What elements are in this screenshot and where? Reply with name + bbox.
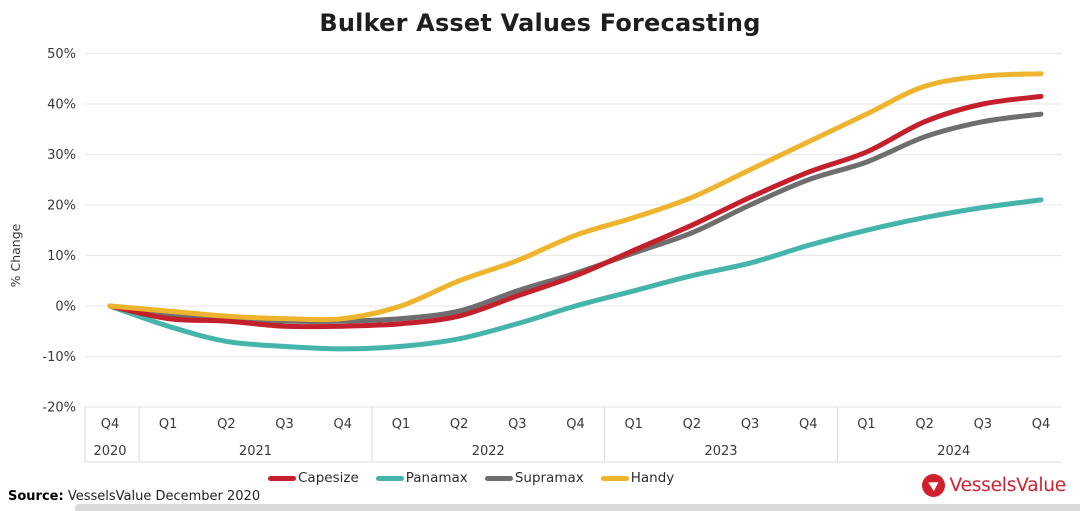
y-tick-label-40: 40% bbox=[47, 98, 76, 113]
x-quarter-label: Q4 bbox=[101, 417, 120, 432]
source-text: VesselsValue December 2020 bbox=[67, 489, 261, 504]
series-line-supramax bbox=[107, 111, 1044, 324]
legend-item-panamax: Panamax bbox=[375, 470, 468, 486]
legend-swatch-icon bbox=[484, 475, 513, 481]
legend-label: Supramax bbox=[514, 470, 584, 486]
legend-item-handy: Handy bbox=[600, 470, 675, 486]
x-quarter-label: Q2 bbox=[915, 417, 934, 432]
x-quarter-label: Q1 bbox=[857, 417, 876, 432]
x-quarter-label: Q2 bbox=[683, 417, 702, 432]
x-quarter-label: Q3 bbox=[508, 417, 527, 432]
y-tick-label--20: -20% bbox=[42, 401, 76, 416]
legend-swatch-icon bbox=[375, 475, 404, 481]
year-label-2023: 2023 bbox=[704, 444, 737, 459]
x-quarter-label: Q2 bbox=[450, 417, 469, 432]
vesselsvalue-logo-mark-icon bbox=[921, 474, 945, 497]
year-label-2021: 2021 bbox=[239, 444, 272, 459]
legend-swatch-icon bbox=[600, 475, 629, 481]
x-quarter-label: Q4 bbox=[334, 417, 353, 432]
x-quarter-label: Q4 bbox=[566, 417, 585, 432]
y-tick-label-20: 20% bbox=[47, 199, 76, 214]
x-quarter-label: Q4 bbox=[799, 417, 818, 432]
legend-label: Handy bbox=[630, 470, 675, 486]
series-line-handy bbox=[107, 71, 1044, 323]
x-quarter-label: Q3 bbox=[974, 417, 993, 432]
legend-item-supramax: Supramax bbox=[484, 470, 584, 486]
bottom-divider-bar bbox=[75, 504, 1080, 511]
y-axis-title: % Change bbox=[8, 223, 23, 287]
legend-swatch-icon bbox=[268, 475, 296, 481]
x-quarter-label: Q3 bbox=[275, 417, 294, 432]
y-tick-label--10: -10% bbox=[42, 350, 76, 365]
source-note: Source: VesselsValue December 2020 bbox=[8, 489, 260, 504]
x-quarter-label: Q2 bbox=[217, 417, 236, 432]
legend-label: Capesize bbox=[298, 470, 359, 486]
legend-label: Panamax bbox=[405, 470, 468, 486]
year-label-2024: 2024 bbox=[937, 444, 970, 459]
series-line-panamax bbox=[107, 197, 1044, 352]
legend-item-capesize: Capesize bbox=[268, 470, 359, 486]
x-quarter-label: Q1 bbox=[159, 417, 178, 432]
x-quarter-label: Q4 bbox=[1032, 417, 1051, 432]
x-quarter-label: Q3 bbox=[741, 417, 760, 432]
year-label-2020: 2020 bbox=[93, 444, 126, 459]
y-tick-label-50: 50% bbox=[47, 47, 76, 62]
x-quarter-label: Q1 bbox=[624, 417, 643, 432]
source-label: Source: bbox=[8, 489, 64, 504]
vesselsvalue-logo-text: VesselsValue bbox=[949, 475, 1067, 496]
y-tick-label-30: 30% bbox=[47, 148, 76, 163]
y-tick-label-0: 0% bbox=[55, 300, 76, 315]
line-chart-plot: 50% 40% 30% 20% 10% 0% -10% -20% % Change Q4 Q1 Q2 Q… bbox=[8, 47, 1062, 463]
y-tick-label-10: 10% bbox=[47, 249, 76, 264]
chart-title: Bulker Asset Values Forecasting bbox=[319, 9, 761, 37]
chart-legend: Capesize Panamax Supramax Handy bbox=[268, 470, 674, 486]
year-label-2022: 2022 bbox=[472, 444, 505, 459]
vesselsvalue-logo: VesselsValue bbox=[921, 474, 1067, 497]
series-line-capesize bbox=[107, 93, 1044, 330]
x-quarter-label: Q1 bbox=[392, 417, 411, 432]
